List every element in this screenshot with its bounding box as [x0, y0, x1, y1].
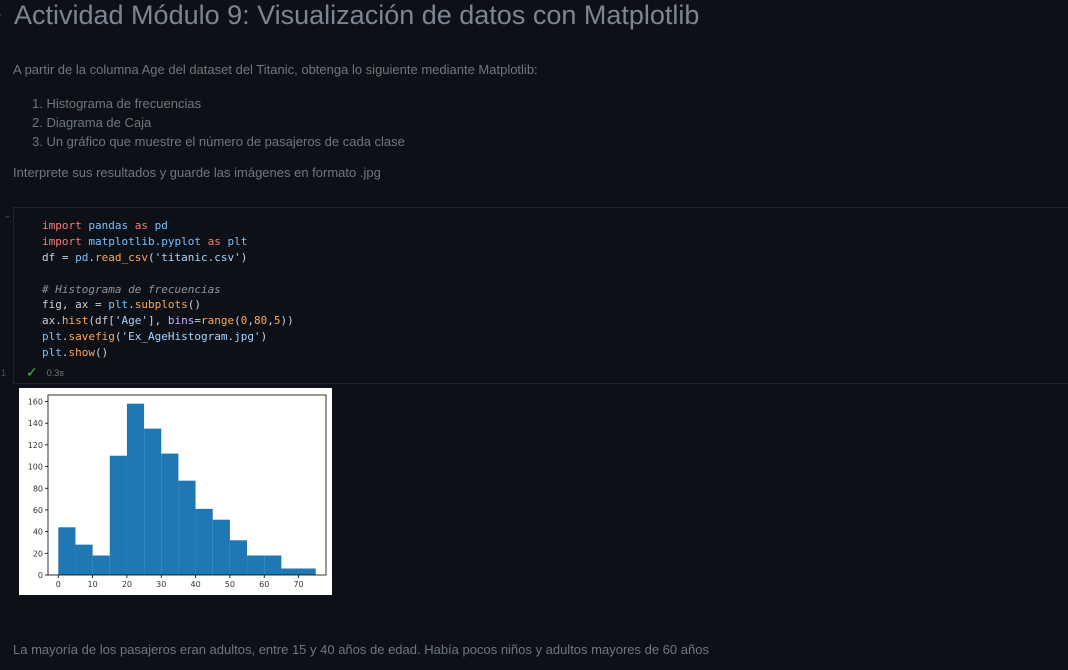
page-title: Actividad Módulo 9: Visualización de dat… [14, 0, 700, 30]
code-line: # Histograma de frecuencias [42, 282, 221, 296]
y-tick-label: 20 [33, 549, 43, 558]
histogram-bar [109, 455, 127, 575]
x-tick-label: 60 [259, 580, 269, 589]
x-tick-label: 50 [225, 580, 235, 589]
y-tick-label: 140 [28, 419, 43, 428]
outro-paragraph: Interprete sus resultados y guarde las i… [13, 165, 381, 180]
code-line: import matplotlib.pyplot as plt [42, 234, 248, 248]
x-tick-label: 30 [156, 580, 166, 589]
x-tick-label: 0 [56, 580, 61, 589]
interpretation-text: La mayoría de los pasajeros eran adultos… [13, 642, 709, 657]
histogram-bar [281, 568, 299, 575]
code-line: plt.savefig('Ex_AgeHistogram.jpg') [42, 330, 268, 344]
plot-frame [47, 394, 327, 576]
x-tick-label: 40 [190, 580, 200, 589]
histogram-bar [264, 555, 282, 575]
y-tick-label: 160 [28, 398, 43, 407]
code-line: import pandas as pd [42, 219, 168, 232]
code-line: df = pd.read_csv('titanic.csv') [42, 250, 248, 264]
histogram-bar [144, 428, 162, 575]
histogram-bar [178, 480, 196, 575]
execution-time: 0.3s [46, 367, 64, 378]
histogram-output: 0 10 20 30 40 50 60 70 0 20 40 60 80 100 120 140 160 [19, 388, 332, 595]
age-histogram-chart: 0 10 20 30 40 50 60 70 0 20 40 60 80 100 120 140 160 [28, 394, 327, 589]
x-tick-label: 10 [88, 580, 98, 589]
histogram-bar [75, 544, 93, 575]
y-tick-label: 60 [33, 506, 43, 515]
list-item: 1. Histograma de frecuencias [32, 96, 202, 111]
histogram-bar [298, 568, 316, 575]
y-tick-label: 100 [28, 463, 43, 472]
checkmark-icon: ✓ [26, 364, 38, 380]
histogram-bar [212, 519, 230, 575]
y-tick-label: 0 [38, 571, 43, 580]
code-line: ax.hist(df['Age'], bins=range(0,80,5)) [42, 314, 294, 328]
histogram-bar [58, 527, 76, 575]
code-line: plt.show() [42, 346, 109, 360]
x-tick-label: 20 [122, 580, 132, 589]
cell-index: 1 [1, 368, 7, 378]
y-tick-label: 80 [33, 484, 43, 493]
code-editor[interactable]: import pandas as pd import matplotlib.pyp… [42, 218, 294, 361]
cell-collapse-icon[interactable]: ⌄ [3, 210, 12, 221]
histogram-bar [247, 555, 265, 575]
histogram-bar [161, 453, 179, 575]
histogram-bar [126, 403, 145, 575]
code-line [42, 266, 294, 282]
list-item: 3. Un gráfico que muestre el número de p… [32, 134, 405, 149]
intro-paragraph: A partir de la columna Age del dataset d… [13, 62, 538, 77]
task-list: 1. Histograma de frecuencias 2. Diagrama… [32, 94, 405, 151]
collapse-chevron-icon[interactable]: › [0, 6, 1, 24]
x-tick-label: 70 [293, 580, 303, 589]
histogram-bar [92, 555, 110, 575]
histogram-bar [195, 508, 213, 575]
code-line: fig, ax = plt.subplots() [42, 298, 201, 312]
execution-status: ✓ 0.3s [26, 364, 64, 381]
code-cell[interactable] [13, 207, 1068, 384]
y-tick-label: 40 [33, 528, 43, 537]
y-tick-label: 120 [28, 441, 43, 450]
list-item: 2. Diagrama de Caja [32, 115, 152, 130]
histogram-bar [229, 540, 248, 575]
